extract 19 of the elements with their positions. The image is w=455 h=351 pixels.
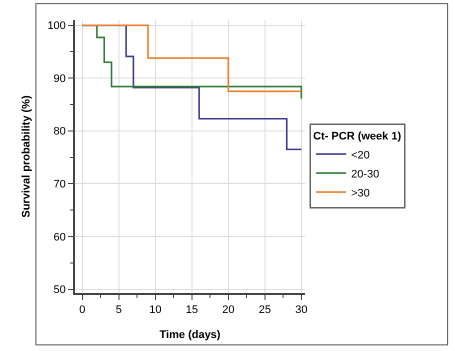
x-tick-label: 5 bbox=[116, 304, 122, 316]
legend-label: >30 bbox=[351, 187, 370, 200]
y-tick-label: 60 bbox=[54, 231, 66, 244]
y-tick-label: 90 bbox=[54, 72, 66, 85]
legend-label: 20-30 bbox=[351, 168, 380, 180]
x-tick-label: 30 bbox=[295, 304, 308, 316]
legend-title: Ct- PCR (week 1) bbox=[313, 130, 402, 143]
x-tick-label: 25 bbox=[258, 304, 271, 316]
y-tick-label: 100 bbox=[47, 20, 66, 32]
x-tick-label: 0 bbox=[79, 304, 86, 316]
y-tick-label: 80 bbox=[54, 126, 66, 138]
x-tick-label: 10 bbox=[149, 304, 162, 316]
x-tick-label: 20 bbox=[222, 304, 234, 316]
legend-label: <20 bbox=[351, 149, 370, 162]
y-tick-label: 70 bbox=[54, 178, 66, 191]
x-axis-title: Time (days) bbox=[160, 328, 221, 341]
y-tick-label: 50 bbox=[54, 284, 66, 296]
x-tick-label: 15 bbox=[186, 304, 198, 316]
y-axis-title: Survival probability (%) bbox=[20, 95, 33, 218]
